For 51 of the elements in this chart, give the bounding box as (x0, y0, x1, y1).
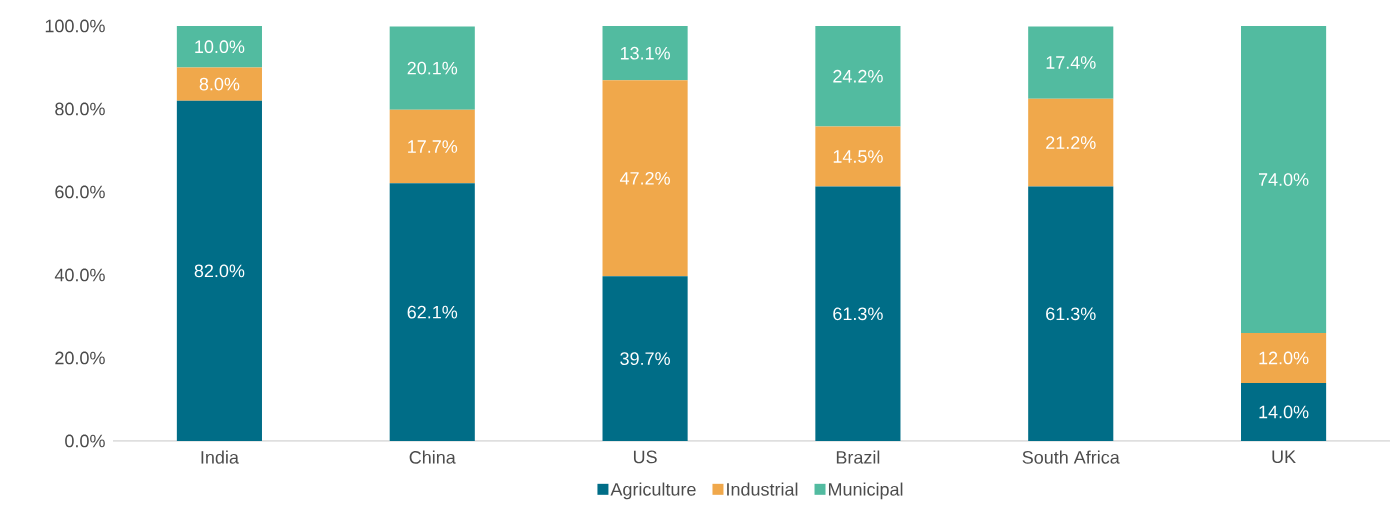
data-label: 20.1% (407, 61, 458, 75)
bar (389, 109, 475, 184)
x-tick-label: Brazil (836, 450, 880, 464)
data-label: 10.0% (195, 40, 245, 54)
bar (602, 26, 688, 81)
bar (1028, 26, 1114, 99)
bar (1241, 26, 1327, 334)
bar (176, 26, 262, 68)
x-tick-label: China (409, 450, 456, 464)
data-label: 13.1% (620, 46, 670, 60)
bar (389, 26, 475, 110)
bar (1028, 186, 1114, 441)
bar (389, 183, 475, 441)
data-label: 82.0% (194, 264, 245, 278)
data-label: 39.7% (620, 352, 670, 365)
y-tick-label: 100.0% (45, 19, 105, 33)
bar (1241, 333, 1327, 383)
legend-label: Industrial (727, 482, 798, 496)
x-tick-label: South Africa (1022, 450, 1120, 464)
data-label: 47.2% (619, 171, 670, 185)
y-tick-label: 20.0% (55, 351, 105, 365)
bar (602, 80, 688, 277)
bar (815, 126, 901, 187)
bar (815, 186, 901, 441)
x-tick-label: UK (1272, 450, 1296, 464)
legend-label: Municipal (828, 482, 903, 500)
bar (602, 276, 688, 441)
y-tick-label: 0.0% (65, 434, 105, 448)
data-label: 14.5% (833, 150, 883, 163)
data-label: 24.2% (833, 69, 883, 83)
bar (176, 67, 262, 101)
bar (176, 100, 262, 441)
data-label: 74.0% (1258, 173, 1309, 186)
bar (815, 26, 901, 127)
data-label: 21.2% (1046, 136, 1096, 149)
bar (1028, 98, 1114, 187)
bar (1241, 382, 1327, 441)
data-label: 14.0% (1259, 405, 1309, 419)
data-label: 62.1% (407, 305, 458, 319)
data-label: 61.3% (1046, 307, 1096, 321)
data-label: 61.3% (833, 307, 883, 321)
data-label: 17.7% (408, 140, 458, 153)
data-label: 17.4% (1046, 56, 1096, 69)
legend-label: Agriculture (610, 482, 696, 500)
data-label: 8.0% (199, 77, 240, 91)
x-tick-label: India (201, 450, 239, 464)
x-tick-label: US (633, 450, 657, 464)
y-tick-label: 40.0% (54, 268, 105, 282)
data-label: 12.0% (1259, 351, 1309, 365)
y-tick-label: 80.0% (55, 102, 105, 116)
y-tick-label: 60.0% (55, 185, 105, 199)
